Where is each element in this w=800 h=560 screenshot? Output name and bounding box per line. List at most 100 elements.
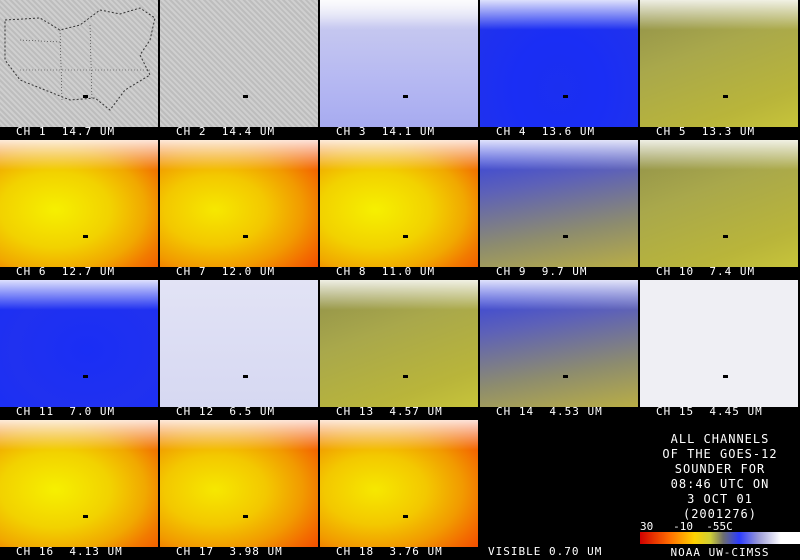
channel-15-image — [640, 280, 798, 407]
channel-label: VISIBLE 0.70 UM — [488, 545, 603, 558]
marker-dot — [83, 515, 88, 518]
marker-dot — [723, 235, 728, 238]
legend-line-6: (2001276) — [682, 507, 758, 521]
marker-dot — [243, 375, 248, 378]
channel-label: CH 2 14.4 UM — [176, 125, 276, 138]
marker-dot — [83, 95, 88, 98]
channel-label: CH 6 12.7 UM — [16, 265, 116, 278]
channel-10-panel: CH 10 7.4 UM — [640, 140, 798, 278]
legend-line-5: 3 OCT 01 — [687, 492, 753, 506]
channel-3-panel: CH 3 14.1 UM — [320, 0, 478, 138]
channel-12-panel: CH 12 6.5 UM — [160, 280, 318, 418]
channel-17-image — [160, 420, 318, 547]
marker-dot — [563, 95, 568, 98]
marker-dot — [403, 95, 408, 98]
channel-16-panel: CH 16 4.13 UM — [0, 420, 158, 558]
legend-line-2: OF THE GOES-12 — [662, 447, 778, 461]
cloud-overlay — [640, 0, 798, 30]
visible-channel-image — [480, 420, 638, 547]
channel-label: CH 10 7.4 UM — [656, 265, 756, 278]
channel-label: CH 7 12.0 UM — [176, 265, 276, 278]
channel-14-panel: CH 14 4.53 UM — [480, 280, 638, 418]
channel-1-panel: CH 1 14.7 UM — [0, 0, 158, 138]
cloud-overlay — [640, 140, 798, 170]
channel-label: CH 4 13.6 UM — [496, 125, 596, 138]
channel-label: CH 11 7.0 UM — [16, 405, 116, 418]
marker-dot — [403, 235, 408, 238]
channel-6-image — [0, 140, 158, 267]
channel-1-image — [0, 0, 158, 127]
marker-dot — [83, 235, 88, 238]
channel-label: CH 9 9.7 UM — [496, 265, 588, 278]
channel-16-image — [0, 420, 158, 547]
channel-label: CH 12 6.5 UM — [176, 405, 276, 418]
channel-4-image — [480, 0, 638, 127]
channel-4-panel: CH 4 13.6 UM — [480, 0, 638, 138]
channel-8-panel: CH 8 11.0 UM — [320, 140, 478, 278]
channel-5-image — [640, 0, 798, 127]
channel-10-image — [640, 140, 798, 267]
channel-label: CH 3 14.1 UM — [336, 125, 436, 138]
cloud-overlay — [0, 420, 158, 450]
legend-panel: ALL CHANNELS OF THE GOES-12 SOUNDER FOR … — [640, 420, 800, 560]
visible-channel-panel: VISIBLE 0.70 UM — [480, 420, 638, 558]
channel-label: CH 18 3.76 UM — [336, 545, 443, 558]
channel-15-panel: CH 15 4.45 UM — [640, 280, 798, 418]
channel-6-panel: CH 6 12.7 UM — [0, 140, 158, 278]
channel-label: CH 14 4.53 UM — [496, 405, 603, 418]
legend-line-3: SOUNDER FOR — [674, 462, 766, 476]
channel-13-image — [320, 280, 478, 407]
channel-9-panel: CH 9 9.7 UM — [480, 140, 638, 278]
cloud-overlay — [160, 420, 318, 450]
marker-dot — [83, 375, 88, 378]
channel-5-panel: CH 5 13.3 UM — [640, 0, 798, 138]
colorbar-labels: 30 -10 -55C — [640, 520, 733, 533]
cloud-overlay — [480, 140, 638, 170]
channel-label: CH 16 4.13 UM — [16, 545, 123, 558]
channel-7-image — [160, 140, 318, 267]
us-map-outline — [4, 7, 156, 111]
channel-label: CH 5 13.3 UM — [656, 125, 756, 138]
cloud-overlay — [160, 140, 318, 170]
channel-11-image — [0, 280, 158, 407]
cloud-overlay — [320, 420, 478, 450]
cloud-overlay — [320, 0, 478, 30]
channel-label: CH 8 11.0 UM — [336, 265, 436, 278]
channel-9-image — [480, 140, 638, 267]
channel-17-panel: CH 17 3.98 UM — [160, 420, 318, 558]
cloud-overlay — [320, 140, 478, 170]
channel-7-panel: CH 7 12.0 UM — [160, 140, 318, 278]
channel-label: CH 13 4.57 UM — [336, 405, 443, 418]
marker-dot — [243, 515, 248, 518]
channel-8-image — [320, 140, 478, 267]
channel-18-panel: CH 18 3.76 UM — [320, 420, 478, 558]
channel-2-panel: CH 2 14.4 UM — [160, 0, 318, 138]
channel-label: CH 15 4.45 UM — [656, 405, 763, 418]
channel-11-panel: CH 11 7.0 UM — [0, 280, 158, 418]
cloud-overlay — [320, 280, 478, 310]
cloud-overlay — [480, 0, 638, 30]
marker-dot — [563, 375, 568, 378]
cloud-overlay — [0, 140, 158, 170]
marker-dot — [723, 375, 728, 378]
cloud-overlay — [480, 280, 638, 310]
marker-dot — [243, 235, 248, 238]
channel-2-image — [160, 0, 318, 127]
marker-dot — [403, 375, 408, 378]
channel-13-panel: CH 13 4.57 UM — [320, 280, 478, 418]
channel-label: CH 1 14.7 UM — [16, 125, 116, 138]
marker-dot — [723, 95, 728, 98]
channel-label: CH 17 3.98 UM — [176, 545, 283, 558]
cloud-overlay — [0, 280, 158, 310]
credit-text: NOAA UW-CIMSS — [670, 546, 770, 559]
marker-dot — [563, 235, 568, 238]
colorbar — [640, 532, 800, 544]
channel-3-image — [320, 0, 478, 127]
channel-14-image — [480, 280, 638, 407]
legend-line-4: 08:46 UTC ON — [670, 477, 770, 491]
legend-line-1: ALL CHANNELS — [670, 432, 770, 446]
channel-12-image — [160, 280, 318, 407]
marker-dot — [403, 515, 408, 518]
marker-dot — [243, 95, 248, 98]
channel-18-image — [320, 420, 478, 547]
